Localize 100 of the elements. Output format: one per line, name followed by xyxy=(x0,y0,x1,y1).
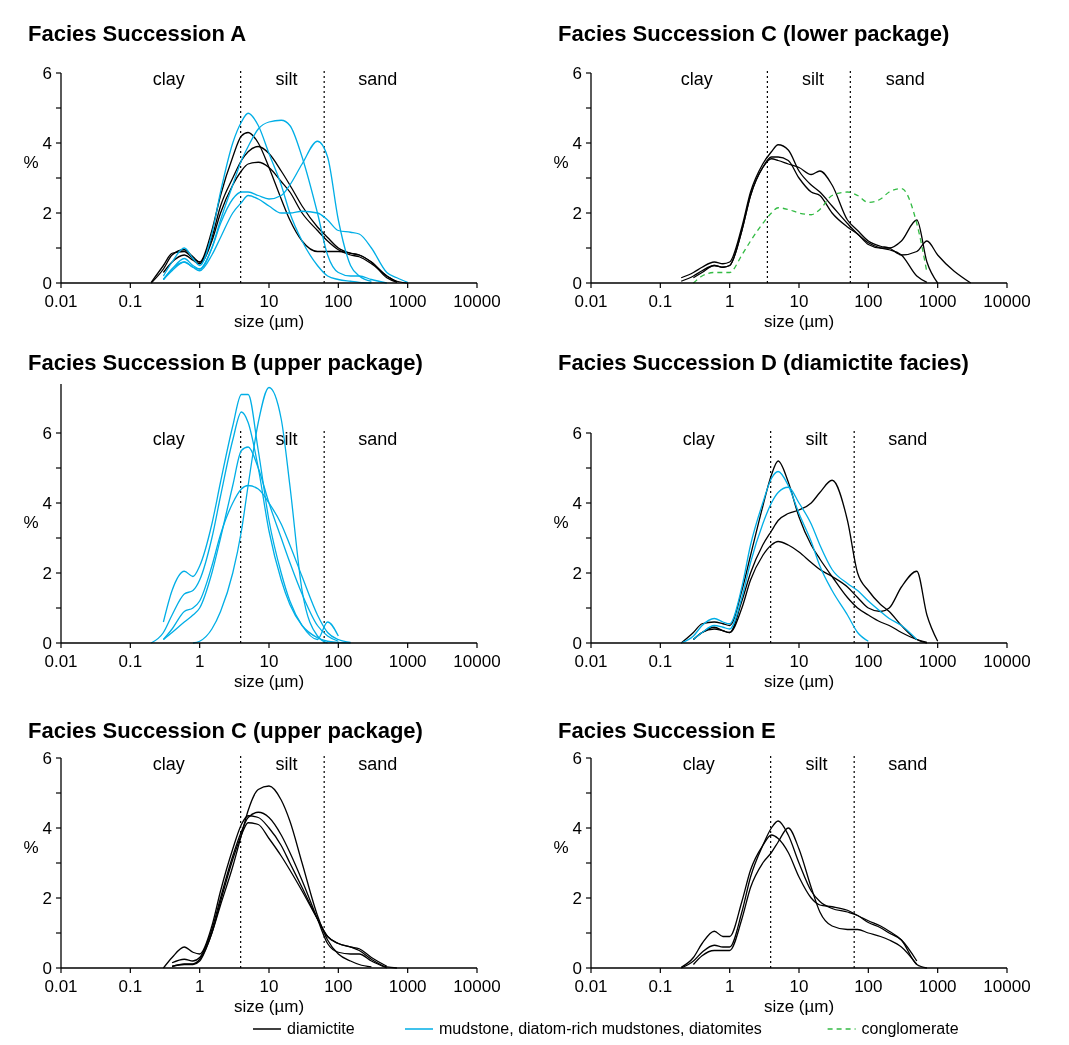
y-tick-label: 4 xyxy=(572,494,582,513)
chart-title: Facies Succession B (upper package) xyxy=(28,350,423,375)
x-tick-label: 100 xyxy=(324,652,353,671)
x-tick-label: 0.01 xyxy=(44,652,78,671)
y-tick-label: 0 xyxy=(572,274,582,293)
x-tick-label: 1 xyxy=(194,292,205,311)
annotation: silt xyxy=(275,754,298,774)
x-tick-label: 1000 xyxy=(918,652,957,671)
x-tick-label: 10 xyxy=(259,652,279,671)
annotation: sand xyxy=(888,754,928,774)
y-tick-label: 0 xyxy=(42,274,52,293)
annotation: clay xyxy=(680,69,713,89)
annotation: clay xyxy=(152,429,185,449)
x-tick-label: 10 xyxy=(259,977,279,996)
x-tick-label: 10 xyxy=(789,977,809,996)
y-tick-label: 0 xyxy=(42,959,52,978)
y-tick-label: 6 xyxy=(572,424,582,443)
x-tick-label: 100 xyxy=(324,977,353,996)
y-axis-title: % xyxy=(23,512,39,532)
y-tick-label: 6 xyxy=(572,749,582,768)
annotation: sand xyxy=(885,69,925,89)
x-tick-label: 1000 xyxy=(918,292,957,311)
y-tick-label: 4 xyxy=(42,494,52,513)
x-axis-title: size (µm) xyxy=(233,997,305,1016)
y-tick-label: 0 xyxy=(42,634,52,653)
x-axis-title: size (µm) xyxy=(233,312,305,331)
x-tick-label: 0.01 xyxy=(44,292,78,311)
y-tick-label: 2 xyxy=(572,564,582,583)
y-tick-label: 2 xyxy=(572,889,582,908)
y-axis-title: % xyxy=(553,837,569,857)
annotation: clay xyxy=(152,69,185,89)
y-tick-label: 6 xyxy=(42,749,52,768)
x-tick-label: 10000 xyxy=(983,977,1031,996)
x-tick-label: 1 xyxy=(194,652,205,671)
y-tick-label: 4 xyxy=(42,134,52,153)
y-axis-title: % xyxy=(23,837,39,857)
chart-title: Facies Succession D (diamictite facies) xyxy=(558,350,969,375)
legend-label: mudstone, diatom-rich mudstones, diatomites xyxy=(439,1020,762,1037)
annotation: clay xyxy=(152,754,185,774)
annotation: silt xyxy=(805,754,828,774)
x-tick-label: 100 xyxy=(854,652,883,671)
annotation: silt xyxy=(802,69,825,89)
x-tick-label: 0.1 xyxy=(648,977,673,996)
y-tick-label: 6 xyxy=(572,64,582,83)
chart-title: Facies Succession C (upper package) xyxy=(28,718,423,743)
y-tick-label: 6 xyxy=(42,64,52,83)
x-tick-label: 1000 xyxy=(388,977,427,996)
x-tick-label: 1 xyxy=(194,977,205,996)
x-tick-label: 0.01 xyxy=(44,977,78,996)
x-tick-label: 100 xyxy=(324,292,353,311)
x-tick-label: 100 xyxy=(854,292,883,311)
x-tick-label: 10000 xyxy=(453,977,501,996)
y-axis-title: % xyxy=(23,152,39,172)
x-tick-label: 1 xyxy=(724,292,735,311)
x-tick-label: 0.1 xyxy=(648,652,673,671)
annotation: sand xyxy=(358,754,398,774)
annotation: silt xyxy=(275,69,298,89)
y-tick-label: 6 xyxy=(42,424,52,443)
y-tick-label: 0 xyxy=(572,959,582,978)
y-tick-label: 2 xyxy=(42,889,52,908)
legend-label: diamictite xyxy=(287,1020,355,1037)
x-tick-label: 1 xyxy=(724,652,735,671)
chart-title: Facies Succession E xyxy=(558,718,776,743)
x-tick-label: 10000 xyxy=(983,292,1031,311)
x-tick-label: 0.1 xyxy=(118,977,143,996)
x-axis-title: size (µm) xyxy=(233,672,305,691)
x-tick-label: 10 xyxy=(789,652,809,671)
y-axis-title: % xyxy=(553,512,569,532)
y-tick-label: 4 xyxy=(572,819,582,838)
annotation: sand xyxy=(358,69,398,89)
y-tick-label: 0 xyxy=(572,634,582,653)
x-tick-label: 1 xyxy=(724,977,735,996)
y-tick-label: 2 xyxy=(42,564,52,583)
annotation: clay xyxy=(682,429,715,449)
x-tick-label: 0.01 xyxy=(574,652,608,671)
x-tick-label: 0.1 xyxy=(118,652,143,671)
y-tick-label: 4 xyxy=(42,819,52,838)
x-tick-label: 0.01 xyxy=(574,977,608,996)
x-tick-label: 100 xyxy=(854,977,883,996)
x-tick-label: 1000 xyxy=(388,292,427,311)
x-tick-label: 10 xyxy=(789,292,809,311)
y-tick-label: 2 xyxy=(42,204,52,223)
x-tick-label: 0.1 xyxy=(118,292,143,311)
x-tick-label: 10000 xyxy=(453,292,501,311)
chart-title: Facies Succession A xyxy=(28,21,247,46)
x-tick-label: 10000 xyxy=(453,652,501,671)
annotation: sand xyxy=(888,429,928,449)
x-tick-label: 0.01 xyxy=(574,292,608,311)
x-tick-label: 1000 xyxy=(918,977,957,996)
y-tick-label: 4 xyxy=(572,134,582,153)
y-tick-label: 2 xyxy=(572,204,582,223)
annotation: sand xyxy=(358,429,398,449)
annotation: silt xyxy=(805,429,828,449)
x-axis-title: size (µm) xyxy=(763,672,835,691)
x-axis-title: size (µm) xyxy=(763,312,835,331)
x-tick-label: 10000 xyxy=(983,652,1031,671)
x-tick-label: 0.1 xyxy=(648,292,673,311)
annotation: clay xyxy=(682,754,715,774)
y-axis-title: % xyxy=(553,152,569,172)
chart-title: Facies Succession C (lower package) xyxy=(558,21,950,46)
